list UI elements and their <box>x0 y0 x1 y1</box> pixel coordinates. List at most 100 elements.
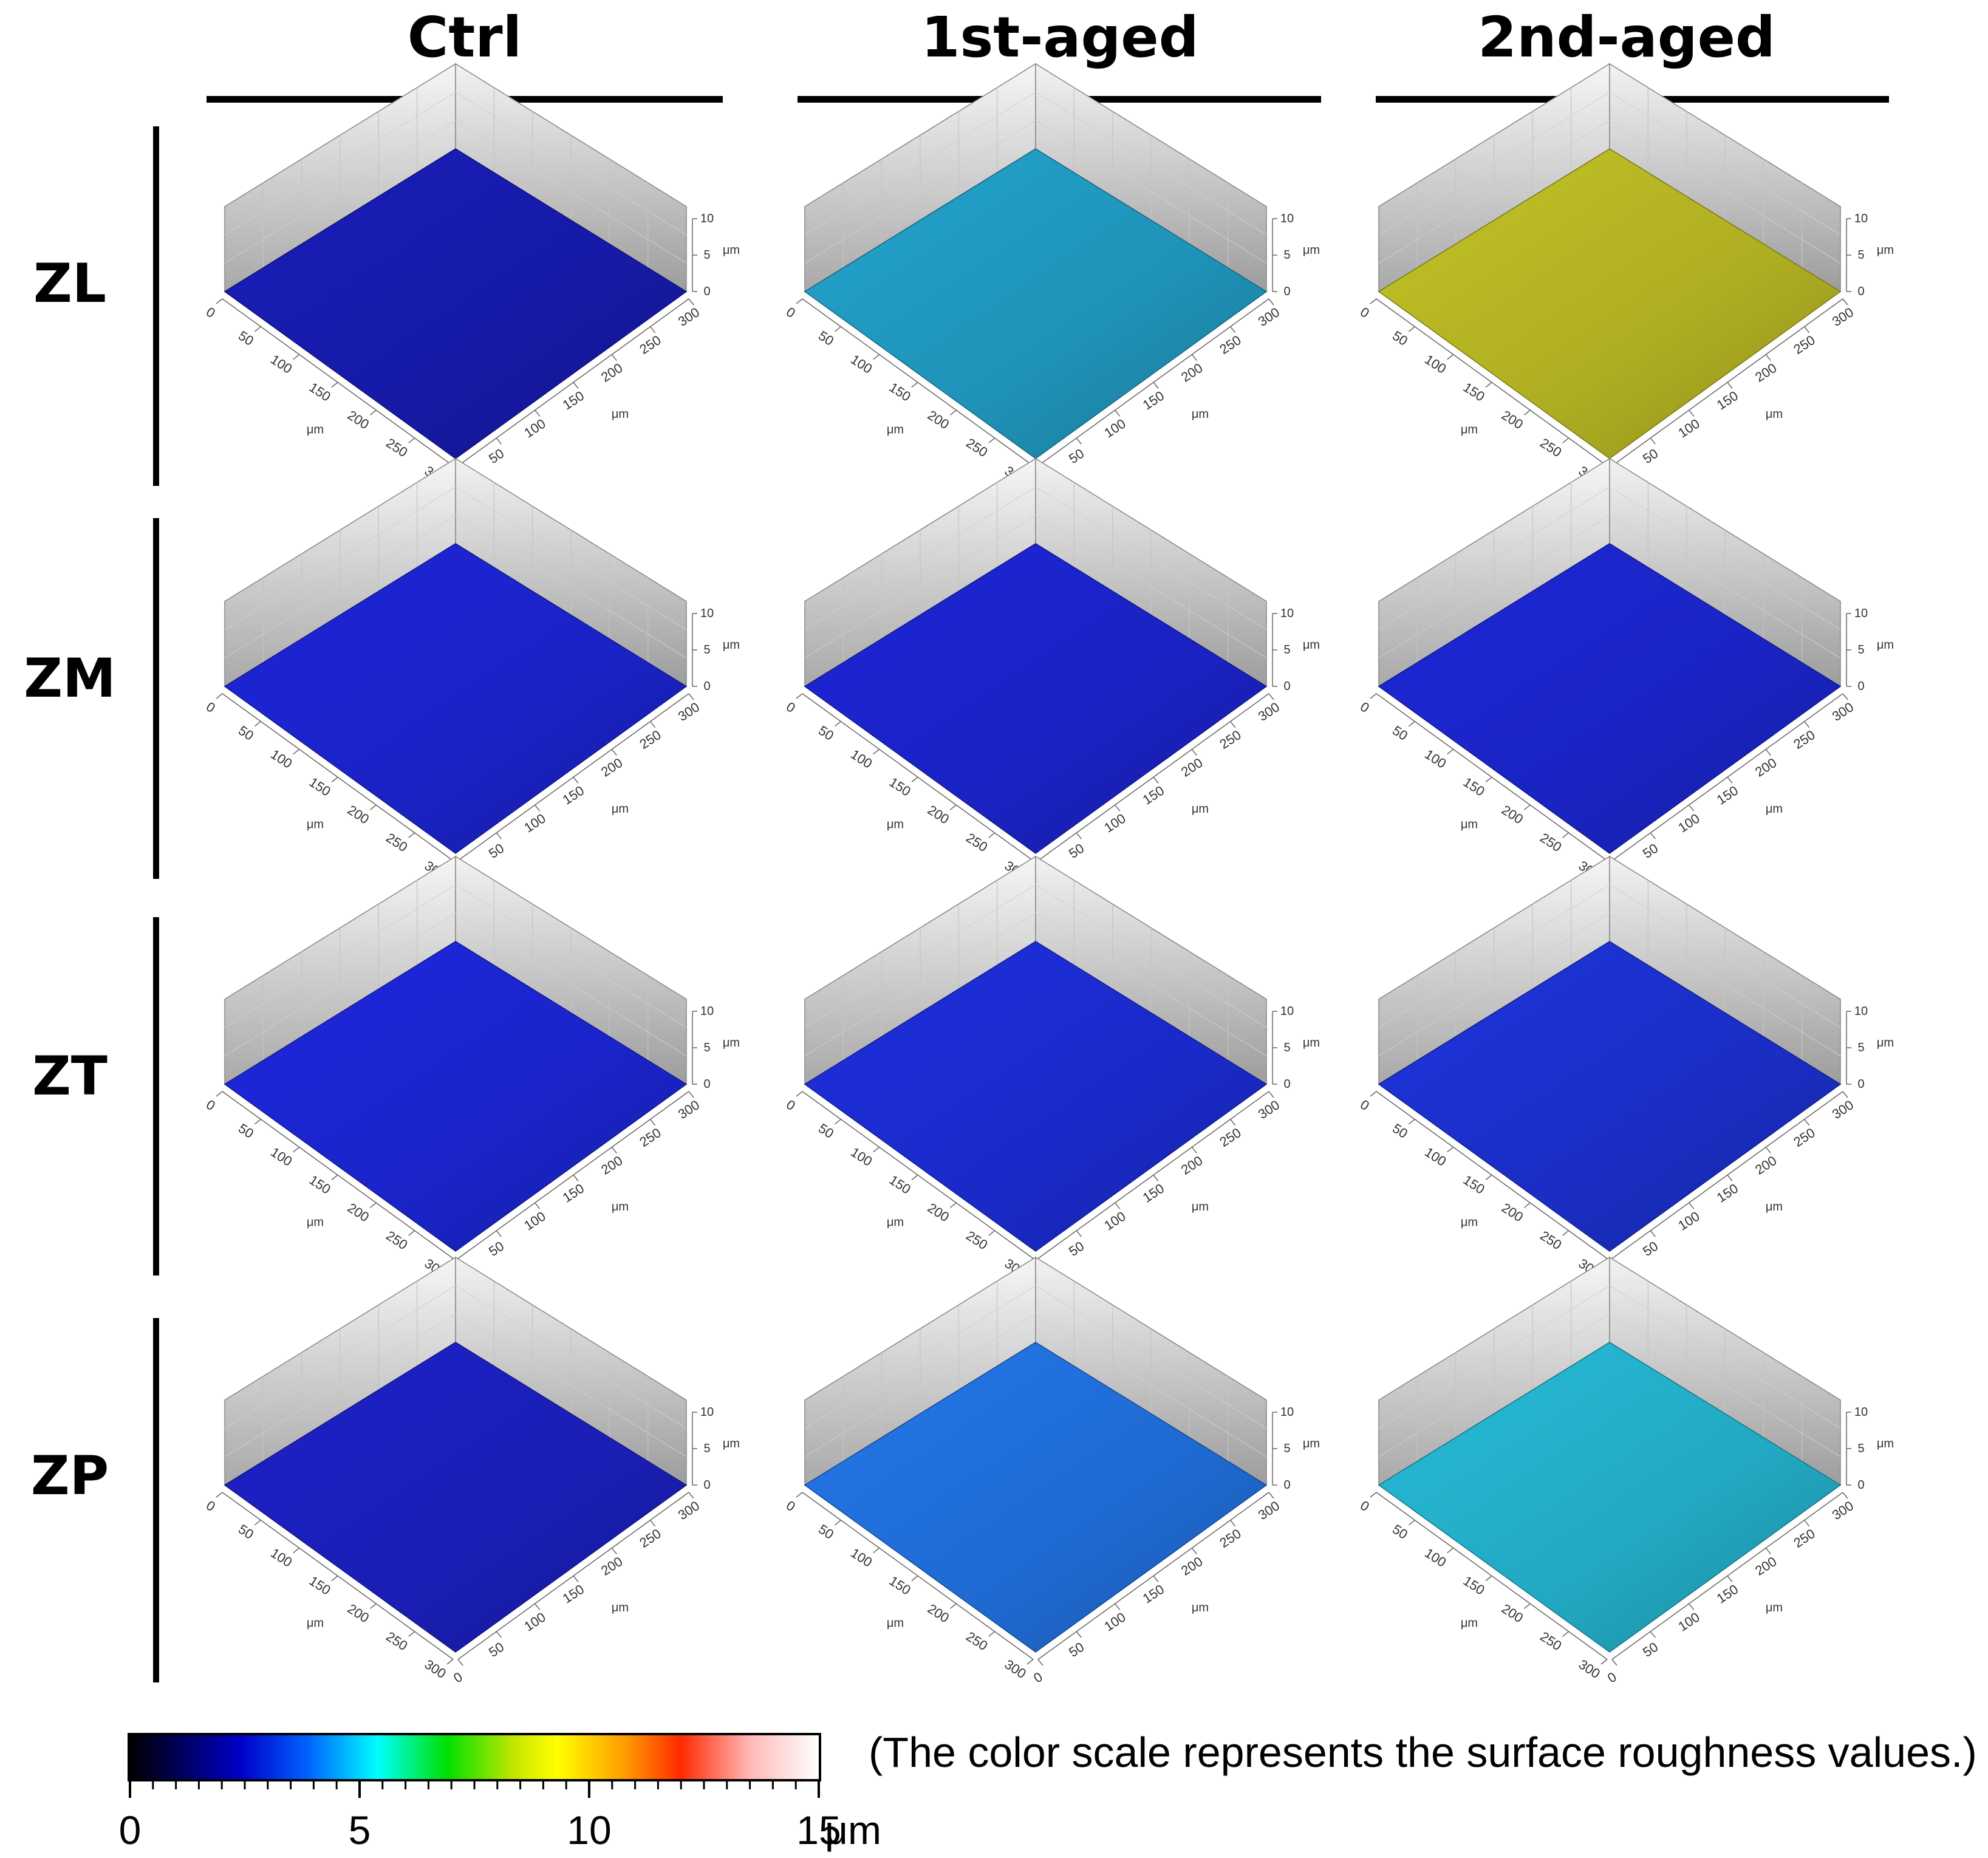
z-tick-label: 5 <box>1283 1442 1290 1455</box>
x-tick-label: 150 <box>886 1172 913 1197</box>
row-header-zp: ZP <box>30 1444 109 1507</box>
roughness-surface <box>1378 543 1842 854</box>
y-tick-label: 50 <box>1640 1639 1661 1660</box>
z-tick-label: 0 <box>1857 1078 1864 1091</box>
y-tick <box>1153 1175 1159 1181</box>
y-tick-label: 300 <box>1255 1498 1282 1523</box>
z-tick-label: 5 <box>1283 643 1290 657</box>
y-tick-label: 100 <box>521 1610 548 1634</box>
y-tick <box>1153 382 1159 389</box>
x-axis-unit: μm <box>887 1616 904 1630</box>
roughness-surface <box>804 1342 1268 1653</box>
y-tick-label: 150 <box>1140 1181 1167 1206</box>
z-axis-unit: μm <box>723 1036 740 1050</box>
column-header-2nd-aged: 2nd-aged <box>1478 5 1775 70</box>
y-tick <box>573 777 579 784</box>
z-tick-label: 5 <box>1283 248 1290 262</box>
z-axis-unit: μm <box>723 1437 740 1450</box>
roughness-surface <box>804 543 1268 854</box>
y-tick <box>1727 777 1733 784</box>
color-scale-tick-label: 0 <box>118 1808 142 1853</box>
y-tick <box>1076 832 1082 839</box>
y-axis-unit: μm <box>612 1601 629 1614</box>
y-axis-unit: μm <box>612 1200 629 1214</box>
wall-gridline <box>804 884 1267 1028</box>
x-tick <box>331 1575 338 1582</box>
x-tick <box>834 721 841 727</box>
surface-panel-zm-ctrl: 050100150200250300μm050100150200250300μm… <box>203 457 740 887</box>
y-tick <box>611 354 617 361</box>
z-tick-label: 10 <box>1854 1005 1868 1018</box>
y-tick <box>1842 1492 1848 1499</box>
x-tick <box>911 381 918 388</box>
y-tick <box>611 1147 617 1154</box>
x-tick <box>988 1631 996 1637</box>
y-tick <box>496 1631 502 1638</box>
x-tick <box>1447 354 1454 360</box>
y-tick <box>1689 1603 1695 1610</box>
y-tick-label: 0 <box>451 1669 465 1686</box>
y-tick-label: 300 <box>675 1097 702 1122</box>
y-tick <box>457 1659 463 1666</box>
z-tick-label: 5 <box>1283 1041 1290 1054</box>
x-axis-unit: μm <box>307 818 324 831</box>
y-tick <box>573 1175 579 1181</box>
y-tick <box>1268 1091 1274 1098</box>
x-tick <box>1562 1230 1570 1236</box>
y-tick-label: 200 <box>1178 360 1205 385</box>
x-tick <box>254 1119 261 1125</box>
x-tick-label: 200 <box>925 408 952 432</box>
x-tick <box>873 354 880 360</box>
y-tick <box>1727 1175 1733 1181</box>
wall-gridline <box>804 1285 1267 1429</box>
x-tick-label: 0 <box>784 1498 798 1515</box>
wall-gridline <box>224 120 687 264</box>
x-tick <box>911 1575 918 1582</box>
x-tick-label: 0 <box>1358 1498 1372 1515</box>
z-tick-label: 10 <box>1280 212 1294 225</box>
y-tick-label: 50 <box>486 841 507 861</box>
y-tick <box>1191 1548 1197 1555</box>
x-tick <box>1370 1091 1377 1097</box>
x-tick <box>216 1492 223 1498</box>
x-tick-label: 250 <box>383 435 410 460</box>
wall-gridline <box>1378 884 1841 1028</box>
y-tick-label: 50 <box>1066 446 1087 466</box>
x-tick-label: 100 <box>848 1545 875 1570</box>
y-tick <box>535 1202 541 1209</box>
y-tick-label: 300 <box>1829 699 1856 724</box>
z-tick-label: 5 <box>703 1041 710 1054</box>
z-tick-label: 10 <box>700 1405 714 1419</box>
y-tick-label: 50 <box>1640 1238 1661 1259</box>
z-tick-label: 10 <box>700 212 714 225</box>
column-header-1st-aged: 1st-aged <box>921 5 1199 70</box>
y-tick <box>1842 693 1848 700</box>
x-tick <box>1523 409 1531 415</box>
x-tick <box>911 1174 918 1181</box>
wall-gridline <box>224 92 687 236</box>
x-tick-label: 100 <box>848 746 875 771</box>
x-tick-label: 150 <box>306 774 333 799</box>
roughness-surface <box>804 941 1268 1252</box>
y-tick <box>496 1230 502 1237</box>
x-tick-label: 200 <box>925 1200 952 1225</box>
x-tick-label: 100 <box>1422 352 1449 377</box>
y-tick-label: 200 <box>1752 1554 1779 1579</box>
row-separator-line <box>153 1318 159 1682</box>
y-axis-unit: μm <box>1192 802 1209 816</box>
x-tick <box>834 326 841 332</box>
x-tick-label: 300 <box>422 1656 448 1681</box>
x-axis-unit: μm <box>887 423 904 436</box>
x-tick-label: 50 <box>816 328 836 349</box>
y-tick-label: 250 <box>1217 1526 1243 1551</box>
x-tick-label: 50 <box>816 1522 836 1542</box>
x-tick-label: 300 <box>1002 1656 1028 1681</box>
x-tick <box>1370 693 1377 699</box>
y-tick-label: 300 <box>675 699 702 724</box>
y-tick <box>1804 721 1810 728</box>
x-tick-label: 150 <box>306 1573 333 1598</box>
x-axis-unit: μm <box>307 1616 324 1630</box>
wall-gridline <box>1378 487 1841 630</box>
surface-panel-zl-ctrl: 050100150200250300μm050100150200250300μm… <box>203 63 740 493</box>
x-axis-unit: μm <box>1461 818 1478 831</box>
